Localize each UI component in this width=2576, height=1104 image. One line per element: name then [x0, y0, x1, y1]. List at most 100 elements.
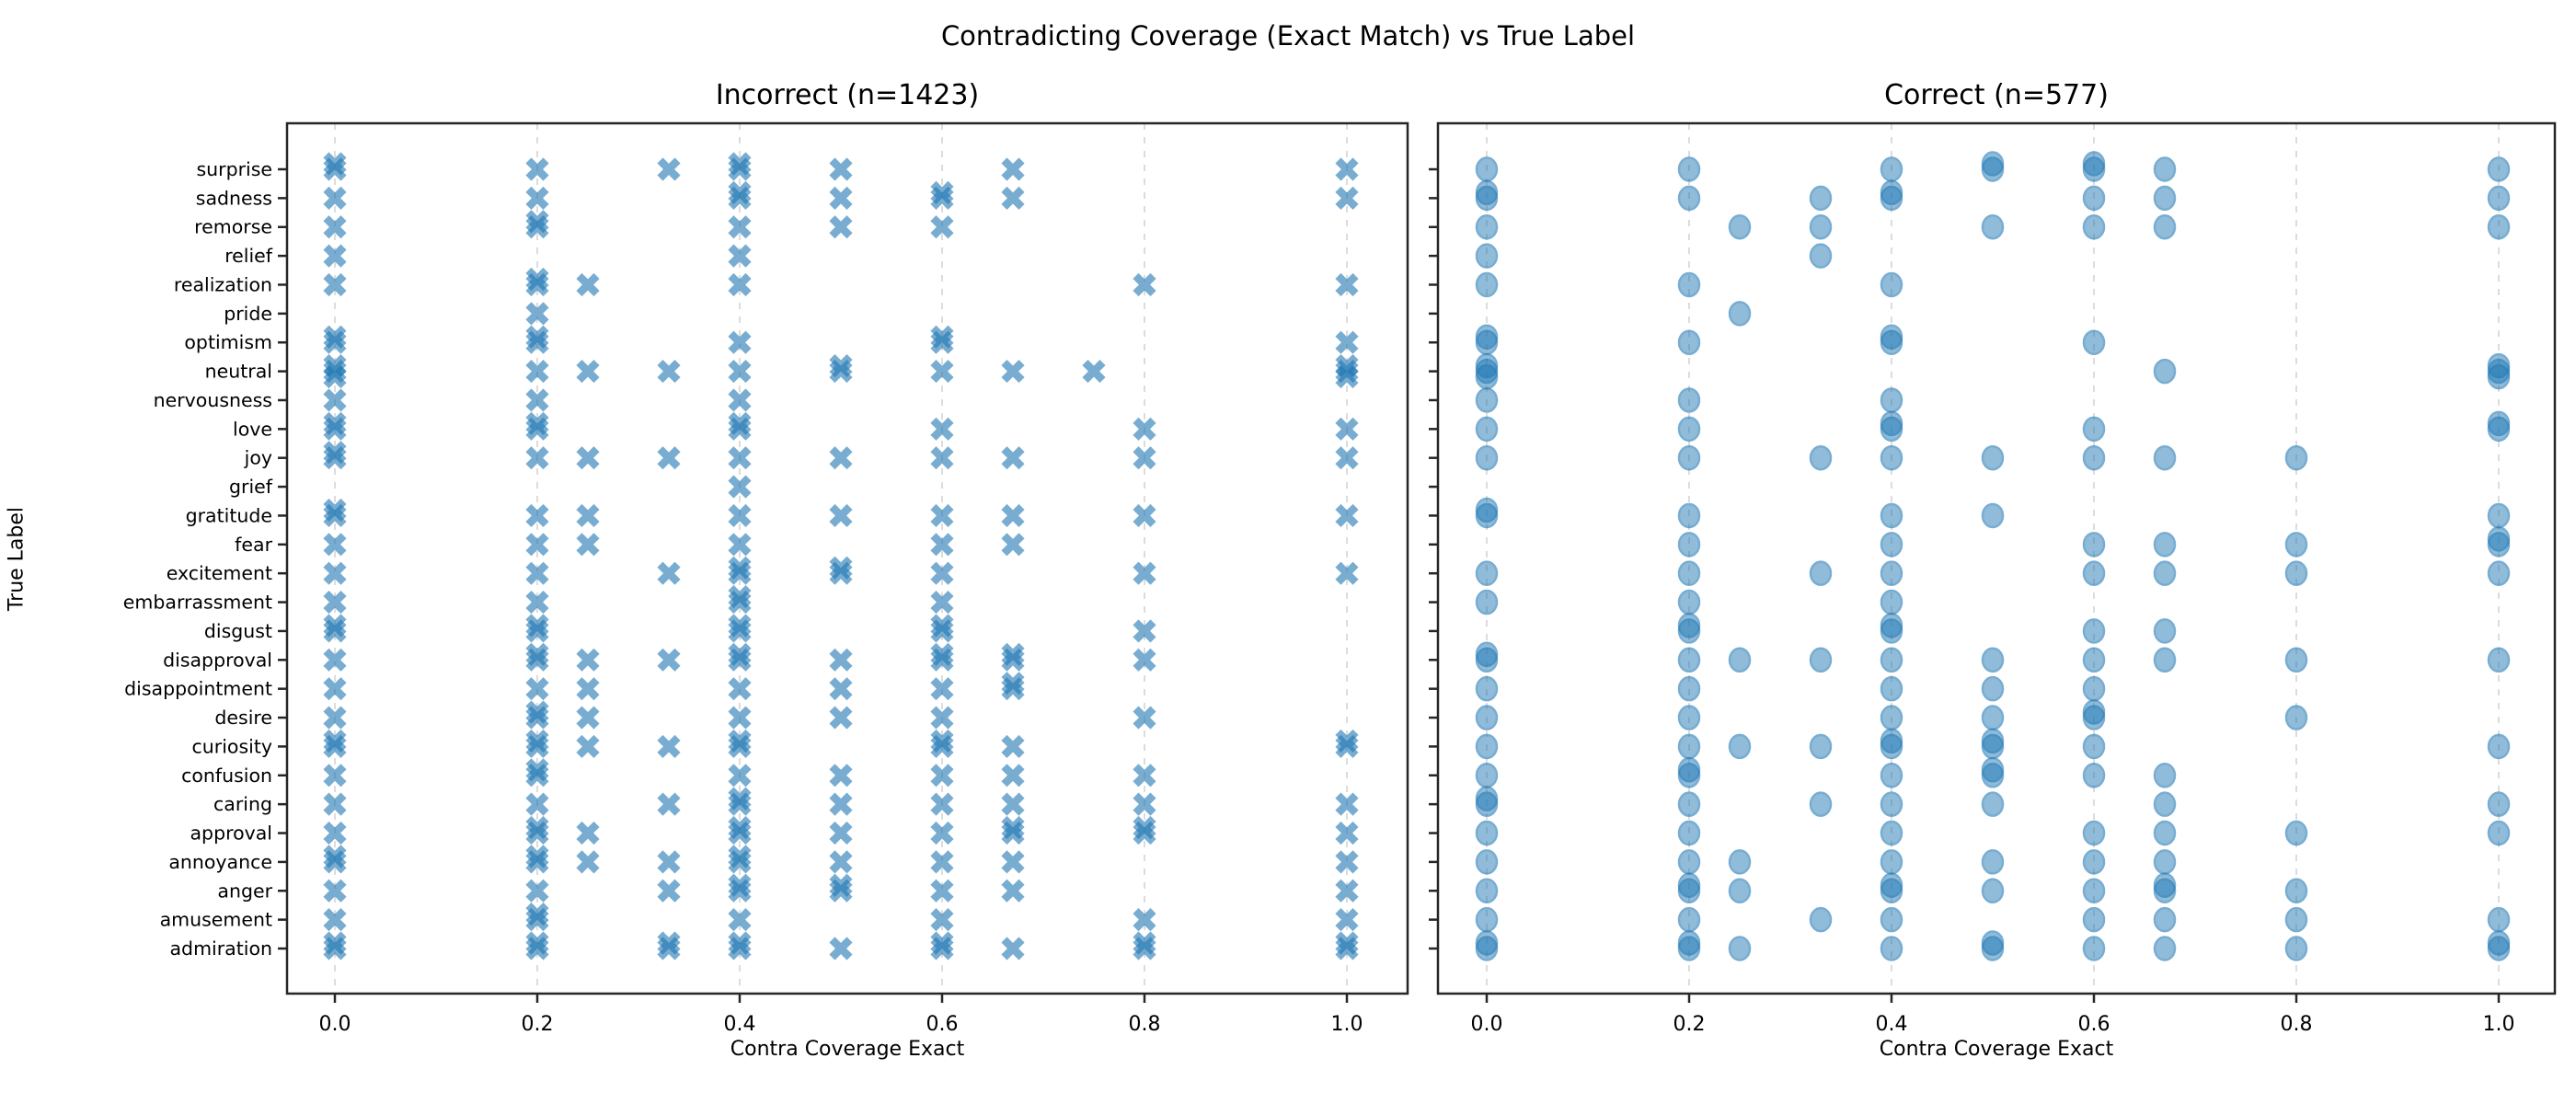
- x-marker: [930, 706, 954, 730]
- y-tick-label: optimism: [184, 331, 272, 353]
- x-marker: [576, 503, 600, 528]
- circle-marker: [1677, 185, 1701, 212]
- circle-marker: [1475, 906, 1499, 933]
- x-marker: [930, 533, 954, 557]
- circle-marker: [2487, 647, 2511, 673]
- circle-marker: [2153, 906, 2177, 933]
- x-marker: [525, 561, 549, 585]
- circle-marker: [1809, 791, 1833, 817]
- circle-marker: [2284, 878, 2308, 904]
- circle-marker: [1677, 849, 1701, 875]
- circle-marker: [2153, 763, 2177, 788]
- x-marker: [1001, 533, 1025, 557]
- x-marker: [525, 758, 549, 782]
- circle-marker: [1809, 213, 1833, 240]
- x-marker: [930, 931, 954, 955]
- circle-marker: [1475, 763, 1499, 788]
- x-tick-label: 0.8: [2281, 1013, 2313, 1036]
- circle-marker: [1475, 416, 1499, 443]
- x-marker: [525, 360, 549, 384]
- circle-marker: [2487, 502, 2511, 529]
- x-marker: [728, 584, 752, 609]
- x-tick-label: 0.6: [926, 1013, 959, 1036]
- circle-marker: [1677, 906, 1701, 933]
- y-tick-label: sadness: [196, 187, 272, 209]
- x-marker: [1001, 672, 1025, 696]
- x-marker: [930, 215, 954, 239]
- circle-marker: [1809, 444, 1833, 471]
- circle-marker: [1981, 705, 2005, 730]
- x-marker: [1001, 642, 1025, 666]
- circle-marker: [1728, 301, 1752, 327]
- x-marker: [323, 441, 347, 465]
- x-marker: [525, 590, 549, 615]
- x-marker: [1001, 850, 1025, 874]
- circle-marker: [1677, 416, 1701, 443]
- x-marker: [657, 157, 681, 181]
- x-marker: [323, 706, 347, 730]
- x-marker: [323, 648, 347, 672]
- circle-marker: [2153, 872, 2177, 899]
- x-marker: [1335, 850, 1359, 874]
- x-marker: [728, 215, 752, 239]
- circle-marker: [1880, 936, 1903, 961]
- y-tick-label: approval: [190, 822, 273, 845]
- circle-marker: [1809, 243, 1833, 269]
- circle-marker: [2487, 733, 2511, 760]
- circle-marker: [1809, 733, 1833, 760]
- circle-marker: [2487, 363, 2511, 390]
- x-marker: [1001, 879, 1025, 903]
- x-marker: [930, 908, 954, 932]
- circle-marker: [1677, 560, 1701, 586]
- x-axis-label-incorrect: Contra Coverage Exact: [730, 1038, 965, 1061]
- circle-marker: [2153, 358, 2177, 385]
- circle-marker: [1677, 156, 1701, 182]
- x-marker: [657, 360, 681, 384]
- x-marker: [829, 186, 853, 210]
- circle-marker: [2153, 532, 2177, 558]
- x-marker: [829, 821, 853, 845]
- circle-marker: [2153, 820, 2177, 846]
- circle-marker: [1677, 532, 1701, 558]
- circle-marker: [1677, 872, 1701, 899]
- x-marker: [728, 152, 752, 176]
- circle-marker: [1981, 791, 2005, 817]
- x-marker: [525, 157, 549, 181]
- circle-marker: [1475, 705, 1499, 730]
- circle-marker: [1728, 733, 1752, 760]
- circle-marker: [1475, 387, 1499, 413]
- circle-marker: [1880, 613, 1903, 638]
- x-marker: [525, 815, 549, 840]
- circle-marker: [2284, 705, 2308, 730]
- circle-marker: [2487, 820, 2511, 846]
- x-marker: [323, 821, 347, 845]
- x-marker: [829, 503, 853, 528]
- x-marker: [1133, 648, 1156, 672]
- x-marker: [930, 792, 954, 816]
- circle-marker: [1880, 791, 1903, 817]
- circle-marker: [2082, 647, 2106, 673]
- x-marker: [323, 792, 347, 816]
- x-marker: [829, 354, 853, 378]
- circle-marker: [1728, 878, 1752, 904]
- circle-marker: [2487, 791, 2511, 817]
- x-marker: [930, 677, 954, 701]
- circle-marker: [2153, 444, 2177, 471]
- x-marker: [323, 879, 347, 903]
- x-marker: [728, 446, 752, 470]
- x-marker: [525, 642, 549, 666]
- circle-marker: [1880, 820, 1903, 846]
- x-marker: [323, 325, 347, 349]
- circle-marker: [1728, 647, 1752, 673]
- x-marker: [1001, 792, 1025, 816]
- circle-marker: [2082, 213, 2106, 240]
- y-tick-label: amusement: [160, 909, 272, 931]
- circle-marker: [1981, 757, 2005, 783]
- x-marker: [525, 845, 549, 868]
- circle-marker: [1677, 387, 1701, 413]
- circle-marker: [2082, 329, 2106, 355]
- x-tick-label: 0.4: [724, 1013, 756, 1036]
- x-marker: [1133, 417, 1156, 441]
- x-marker: [1335, 792, 1359, 816]
